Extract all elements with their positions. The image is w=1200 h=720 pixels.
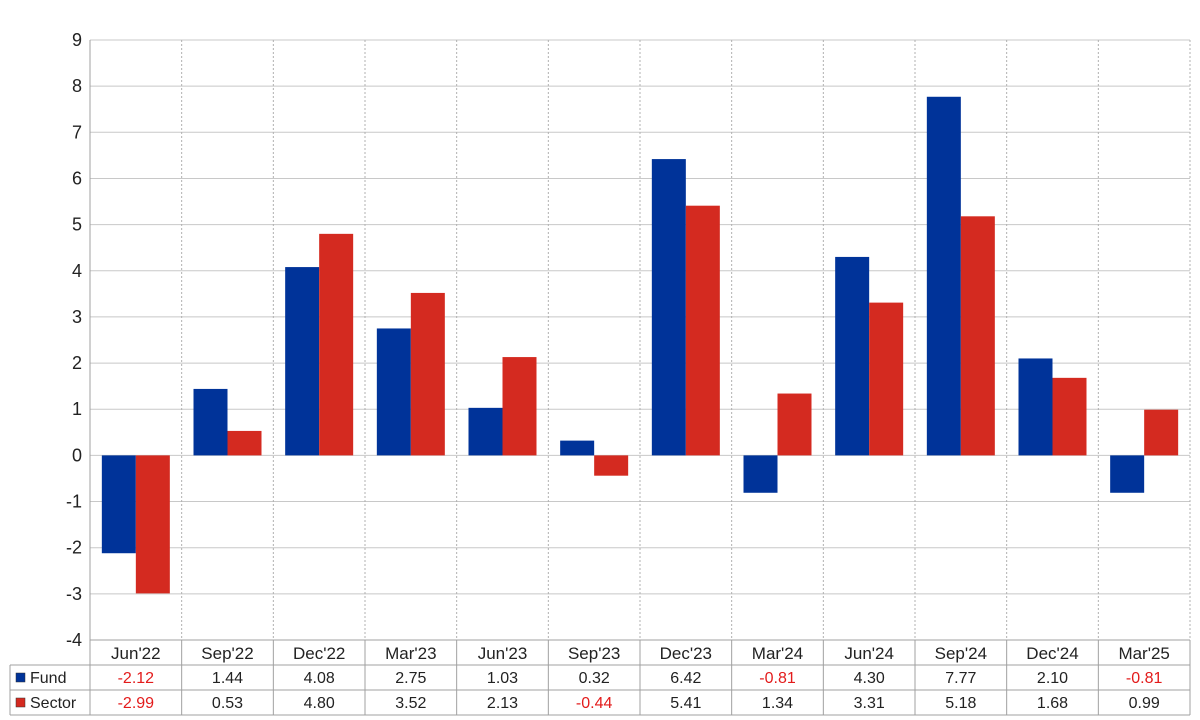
bar-sector: [777, 393, 812, 456]
y-tick-label: -2: [66, 538, 82, 558]
table-cell-sector: 3.31: [854, 695, 885, 712]
bar-sector: [1144, 409, 1179, 456]
x-tick-label: Sep'22: [201, 644, 253, 663]
bar-fund: [376, 328, 411, 456]
bar-sector: [135, 455, 170, 594]
table-cell-fund: 6.42: [670, 670, 701, 687]
table-cell-sector: 3.52: [395, 695, 426, 712]
bar-sector: [960, 216, 995, 456]
y-tick-label: 2: [72, 353, 82, 373]
y-tick-label: -3: [66, 584, 82, 604]
table-cell-fund: 7.77: [945, 670, 976, 687]
bar-fund: [468, 407, 503, 456]
y-tick-label: 0: [72, 445, 82, 465]
y-tick-label: 1: [72, 399, 82, 419]
bar-sector: [410, 292, 445, 456]
table-cell-fund: -0.81: [1126, 670, 1163, 687]
x-tick-label: Jun'24: [844, 644, 894, 663]
y-tick-label: 9: [72, 30, 82, 50]
legend-swatch-sector: [15, 697, 26, 708]
bar-fund: [743, 455, 778, 493]
y-tick-label: -1: [66, 492, 82, 512]
legend-label-fund: Fund: [30, 670, 66, 687]
table-cell-sector: -2.99: [118, 695, 155, 712]
legend-label-sector: Sector: [30, 695, 77, 712]
legend-swatch-fund: [15, 672, 26, 683]
table-cell-sector: 5.41: [670, 695, 701, 712]
x-tick-label: Mar'24: [752, 644, 803, 663]
bar-sector: [502, 357, 537, 456]
x-tick-label: Dec'22: [293, 644, 345, 663]
y-axis: -4 -3 -2 -1 0 1 2 3 4 5 6 7 8 9: [66, 30, 82, 650]
table-cell-fund: -0.81: [759, 670, 796, 687]
table-cell-sector: 1.68: [1037, 695, 1068, 712]
bar-fund: [651, 159, 686, 456]
table-cell-sector: 0.53: [212, 695, 243, 712]
x-tick-label: Mar'25: [1118, 644, 1169, 663]
bar-fund: [1018, 358, 1053, 456]
x-tick-label: Sep'24: [935, 644, 987, 663]
x-tick-label: Jun'22: [111, 644, 161, 663]
table-cell-fund: 2.10: [1037, 670, 1068, 687]
bar-fund: [835, 256, 870, 456]
y-tick-label: -4: [66, 630, 82, 650]
table-cell-fund: 1.03: [487, 670, 518, 687]
table-cell-sector: 2.13: [487, 695, 518, 712]
table-cell-fund: 4.30: [854, 670, 885, 687]
table-cell-fund: 0.32: [579, 670, 610, 687]
bar-fund: [193, 388, 228, 456]
bar-fund: [285, 267, 320, 456]
table-cell-sector: 5.18: [945, 695, 976, 712]
table-cell-sector: 4.80: [304, 695, 335, 712]
bar-fund: [101, 455, 136, 554]
bar-sector: [319, 233, 354, 456]
data-table: Fund -2.12 1.44 4.08 2.75 1.03 0.32 6.42 -0.81 4.…: [9, 639, 1191, 716]
y-tick-label: 6: [72, 168, 82, 188]
y-tick-label: 3: [72, 307, 82, 327]
x-tick-label: Dec'23: [660, 644, 712, 663]
bar-sector: [869, 302, 904, 456]
x-axis: Jun'22 Sep'22 Dec'22 Mar'23 Jun'23 Sep'23 Dec'…: [111, 644, 1170, 663]
table-cell-sector: -0.44: [576, 695, 613, 712]
bar-sector: [685, 205, 720, 456]
x-tick-label: Jun'23: [478, 644, 528, 663]
y-tick-label: 8: [72, 76, 82, 96]
bar-sector: [227, 430, 262, 456]
table-cell-fund: -2.12: [118, 670, 155, 687]
bar-sector: [1052, 377, 1087, 456]
bar-sector: [594, 455, 629, 476]
table-cell-sector: 0.99: [1129, 695, 1160, 712]
table-cell-fund: 1.44: [212, 670, 243, 687]
table-cell-fund: 2.75: [395, 670, 426, 687]
table-cell-sector: 1.34: [762, 695, 793, 712]
x-tick-label: Sep'23: [568, 644, 620, 663]
bar-fund: [1110, 455, 1145, 493]
grid-lines: [89, 39, 1191, 641]
x-tick-label: Dec'24: [1026, 644, 1078, 663]
y-tick-label: 4: [72, 261, 82, 281]
table-cell-fund: 4.08: [304, 670, 335, 687]
bars: [101, 96, 1179, 594]
y-tick-label: 5: [72, 215, 82, 235]
bar-fund: [560, 440, 595, 456]
bar-fund: [926, 96, 961, 456]
x-tick-label: Mar'23: [385, 644, 436, 663]
y-tick-label: 7: [72, 122, 82, 142]
